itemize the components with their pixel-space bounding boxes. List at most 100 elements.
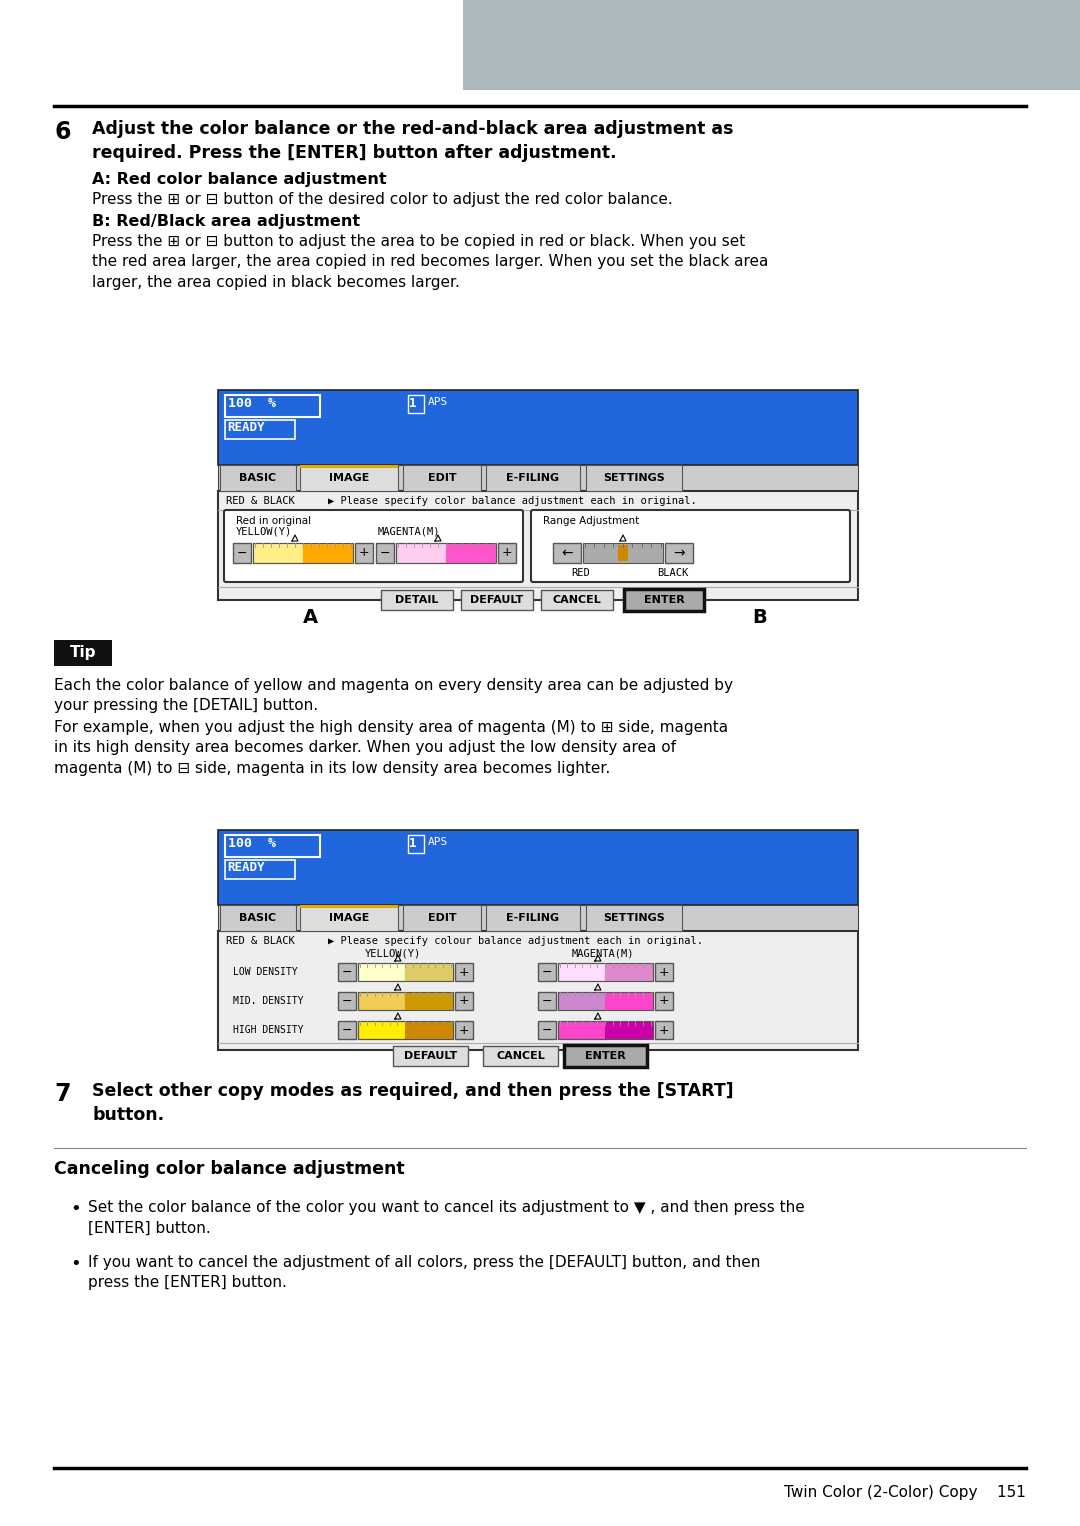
Text: SETTINGS: SETTINGS: [603, 913, 665, 923]
Text: Each the color balance of yellow and magenta on every density area can be adjust: Each the color balance of yellow and mag…: [54, 678, 733, 713]
Text: IMAGE: IMAGE: [328, 473, 369, 484]
Bar: [538, 992, 556, 1010]
Bar: [558, 1021, 653, 1039]
Bar: [233, 543, 251, 563]
Bar: [665, 543, 693, 563]
Text: B: B: [753, 607, 768, 627]
Text: DETAIL: DETAIL: [395, 595, 438, 604]
Bar: [483, 1045, 558, 1067]
Text: ▶ Please specify colour balance adjustment each in original.: ▶ Please specify colour balance adjustme…: [328, 935, 703, 946]
Text: 1: 1: [409, 397, 417, 410]
Text: Twin Color (2-Color) Copy    151: Twin Color (2-Color) Copy 151: [784, 1485, 1026, 1500]
Text: +: +: [502, 546, 512, 560]
Text: •: •: [70, 1199, 81, 1218]
Bar: [218, 491, 858, 600]
Bar: [225, 835, 320, 858]
Text: −: −: [237, 546, 247, 560]
Bar: [408, 395, 424, 414]
Text: DEFAULT: DEFAULT: [471, 595, 524, 604]
Bar: [218, 931, 858, 1050]
Bar: [455, 963, 473, 981]
Text: RED & BLACK: RED & BLACK: [226, 935, 295, 946]
Bar: [393, 1045, 468, 1067]
Text: +: +: [659, 966, 670, 978]
Bar: [586, 905, 681, 931]
Text: BLACK: BLACK: [658, 568, 689, 578]
Bar: [357, 992, 453, 1010]
Bar: [558, 963, 605, 981]
Bar: [357, 963, 405, 981]
Text: CANCEL: CANCEL: [496, 1051, 545, 1061]
Bar: [357, 963, 453, 981]
Bar: [486, 905, 580, 931]
Text: RED: RED: [571, 568, 591, 578]
Bar: [220, 465, 296, 491]
Bar: [300, 905, 399, 931]
Bar: [455, 992, 473, 1010]
Text: Tip: Tip: [70, 645, 96, 661]
Text: Press the ⊞ or ⊟ button of the desired color to adjust the red color balance.: Press the ⊞ or ⊟ button of the desired c…: [92, 192, 673, 208]
Text: READY: READY: [227, 421, 265, 433]
Bar: [396, 543, 496, 563]
Bar: [564, 1045, 647, 1067]
Bar: [463, 0, 1080, 90]
Bar: [357, 1021, 405, 1039]
Text: 100  %: 100 %: [228, 397, 276, 410]
Bar: [408, 835, 424, 853]
Bar: [396, 543, 446, 563]
Text: ENTER: ENTER: [644, 595, 685, 604]
Bar: [218, 465, 858, 491]
Text: RED & BLACK: RED & BLACK: [226, 496, 295, 507]
Text: SETTINGS: SETTINGS: [603, 473, 665, 484]
Text: DEFAULT: DEFAULT: [404, 1051, 457, 1061]
Bar: [618, 545, 627, 562]
Bar: [225, 861, 295, 879]
Bar: [381, 591, 453, 610]
Bar: [403, 905, 481, 931]
Text: 1: 1: [409, 836, 417, 850]
Text: −: −: [542, 995, 552, 1007]
Bar: [220, 905, 296, 931]
Text: IMAGE: IMAGE: [328, 913, 369, 923]
Bar: [538, 963, 556, 981]
Text: Set the color balance of the color you want to cancel its adjustment to ▼ , and : Set the color balance of the color you w…: [87, 1199, 805, 1236]
Bar: [218, 391, 858, 465]
Bar: [654, 992, 673, 1010]
Bar: [558, 1021, 605, 1039]
Bar: [405, 992, 453, 1010]
Text: +: +: [659, 995, 670, 1007]
Bar: [338, 963, 356, 981]
Bar: [54, 639, 112, 665]
Bar: [654, 963, 673, 981]
Bar: [558, 992, 653, 1010]
Text: If you want to cancel the adjustment of all colors, press the [DEFAULT] button, : If you want to cancel the adjustment of …: [87, 1254, 760, 1291]
Bar: [446, 543, 496, 563]
Text: ENTER: ENTER: [585, 1051, 626, 1061]
Bar: [624, 589, 704, 610]
Text: −: −: [341, 995, 352, 1007]
Text: A: Red color balance adjustment: A: Red color balance adjustment: [92, 172, 387, 188]
Text: •: •: [70, 1254, 81, 1273]
Bar: [403, 465, 481, 491]
Text: −: −: [341, 1024, 352, 1036]
Text: For example, when you adjust the high density area of magenta (M) to ⊞ side, mag: For example, when you adjust the high de…: [54, 720, 728, 775]
Bar: [461, 591, 534, 610]
Bar: [218, 830, 858, 905]
Text: Canceling color balance adjustment: Canceling color balance adjustment: [54, 1160, 405, 1178]
Text: +: +: [459, 966, 470, 978]
Text: EDIT: EDIT: [428, 473, 457, 484]
Bar: [225, 395, 320, 417]
Text: 7: 7: [54, 1082, 70, 1106]
Text: APS: APS: [428, 397, 448, 407]
Bar: [338, 1021, 356, 1039]
Text: BASIC: BASIC: [240, 913, 276, 923]
Text: Red in original: Red in original: [237, 516, 311, 526]
Bar: [541, 591, 613, 610]
Bar: [605, 1021, 653, 1039]
Bar: [405, 963, 453, 981]
Bar: [253, 543, 303, 563]
Text: YELLOW(Y): YELLOW(Y): [237, 526, 293, 537]
Bar: [558, 963, 653, 981]
Text: ←: ←: [562, 546, 572, 560]
Text: A: A: [302, 607, 318, 627]
